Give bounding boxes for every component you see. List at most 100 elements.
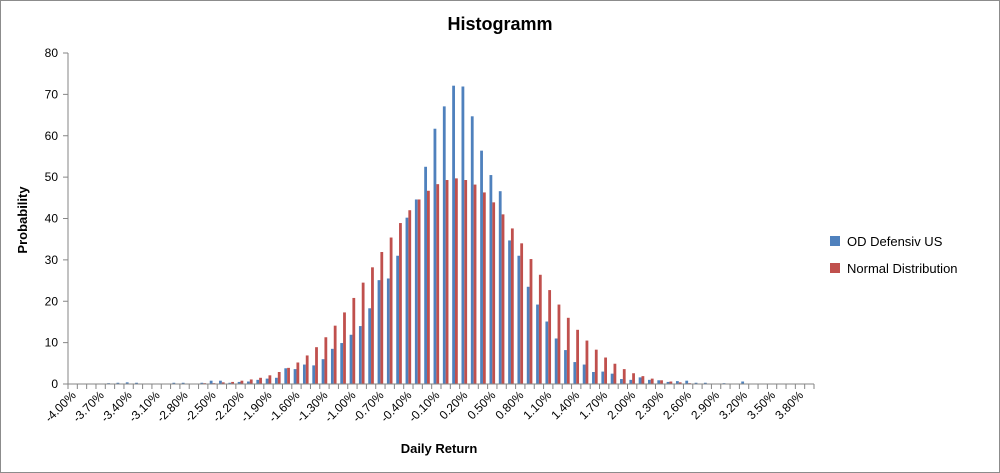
bar-normal-distribution-60 <box>632 373 635 384</box>
bar-od-defensiv-us-52 <box>554 338 558 384</box>
bar-od-defensiv-us-14 <box>200 382 204 384</box>
bar-normal-distribution-34 <box>389 237 393 384</box>
bar-normal-distribution-57 <box>604 357 607 384</box>
bar-od-defensiv-us-63 <box>657 380 661 384</box>
bar-od-defensiv-us-56 <box>592 372 595 384</box>
bar-od-defensiv-us-5 <box>116 382 120 384</box>
bar-normal-distribution-25 <box>305 355 309 384</box>
legend-label: Normal Distribution <box>847 261 958 276</box>
bar-od-defensiv-us-43 <box>470 116 474 385</box>
bar-od-defensiv-us-61 <box>638 377 642 384</box>
bar-normal-distribution-36 <box>408 210 412 384</box>
bar-od-defensiv-us-68 <box>703 382 707 384</box>
y-tick-label: 70 <box>45 87 59 101</box>
y-axis-ticks: 0 10 20 30 40 50 60 70 80 <box>45 46 68 391</box>
bar-od-defensiv-us-24 <box>293 369 297 384</box>
bar-od-defensiv-us-34 <box>386 278 390 384</box>
bar-od-defensiv-us-20 <box>256 379 260 384</box>
bar-normal-distribution-31 <box>361 282 365 384</box>
bar-od-defensiv-us-51 <box>545 321 549 384</box>
bar-normal-distribution-59 <box>622 369 626 384</box>
x-tick-label: 3.20% <box>716 388 750 422</box>
x-tick-label: 0.80% <box>492 388 526 422</box>
bar-normal-distribution-53 <box>566 317 570 384</box>
y-axis-label: Probability <box>15 186 30 254</box>
bar-od-defensiv-us-41 <box>452 85 455 384</box>
x-axis-ticks: -4.00%-3.70%-3.40%-3.10%-2.80%-2.50%-2.2… <box>42 384 815 425</box>
legend-swatch <box>830 236 840 246</box>
bar-normal-distribution-29 <box>343 312 346 384</box>
bar-od-defensiv-us-47 <box>508 240 511 384</box>
legend-label: OD Defensiv US <box>847 234 943 249</box>
bar-normal-distribution-39 <box>436 184 440 384</box>
bar-normal-distribution-62 <box>650 378 654 384</box>
bar-od-defensiv-us-7 <box>135 382 138 384</box>
bar-od-defensiv-us-46 <box>498 191 502 384</box>
bar-normal-distribution-19 <box>249 379 253 384</box>
x-tick-label: 3.80% <box>772 388 806 422</box>
bar-od-defensiv-us-65 <box>675 381 679 384</box>
bar-od-defensiv-us-62 <box>648 379 651 384</box>
bar-normal-distribution-35 <box>399 223 402 384</box>
x-tick-label: 2.00% <box>604 388 638 422</box>
bar-od-defensiv-us-38 <box>424 166 428 384</box>
bar-od-defensiv-us-22 <box>275 377 278 384</box>
bar-od-defensiv-us-40 <box>442 106 446 385</box>
bar-normal-distribution-21 <box>268 375 272 384</box>
bar-od-defensiv-us-36 <box>405 217 409 384</box>
bar-normal-distribution-51 <box>548 290 552 384</box>
bar-normal-distribution-45 <box>492 202 496 384</box>
x-tick-label: 0.20% <box>436 388 470 422</box>
bar-normal-distribution-44 <box>482 192 486 384</box>
bar-normal-distribution-20 <box>259 377 262 384</box>
y-tick-label: 0 <box>51 377 58 391</box>
x-axis-label: Daily Return <box>401 441 478 456</box>
x-tick-label: 2.90% <box>688 388 722 422</box>
bar-normal-distribution-37 <box>417 199 421 384</box>
bar-od-defensiv-us-32 <box>368 308 372 384</box>
bar-normal-distribution-22 <box>277 372 281 384</box>
bar-od-defensiv-us-30 <box>349 334 353 384</box>
x-tick-label: 3.50% <box>744 388 778 422</box>
bar-od-defensiv-us-27 <box>321 359 325 384</box>
bar-normal-distribution-48 <box>520 243 524 384</box>
bar-od-defensiv-us-55 <box>582 364 586 384</box>
y-tick-label: 20 <box>45 294 59 308</box>
bar-od-defensiv-us-58 <box>610 373 614 384</box>
bar-od-defensiv-us-29 <box>340 343 344 384</box>
y-tick-label: 80 <box>45 46 59 60</box>
bar-normal-distribution-63 <box>660 380 663 384</box>
bar-normal-distribution-58 <box>613 363 617 384</box>
bar-normal-distribution-23 <box>287 367 290 384</box>
bar-normal-distribution-18 <box>240 380 244 384</box>
bar-od-defensiv-us-42 <box>461 86 465 384</box>
bar-od-defensiv-us-54 <box>573 362 577 384</box>
y-tick-label: 40 <box>45 212 59 226</box>
bar-od-defensiv-us-64 <box>666 381 670 384</box>
bar-od-defensiv-us-72 <box>741 381 745 384</box>
bar-od-defensiv-us-17 <box>228 382 232 384</box>
bar-od-defensiv-us-26 <box>312 365 316 384</box>
bar-od-defensiv-us-45 <box>489 175 493 384</box>
bar-normal-distribution-56 <box>594 349 598 384</box>
bar-normal-distribution-64 <box>669 381 673 384</box>
bar-od-defensiv-us-25 <box>302 364 306 384</box>
x-tick-label: 1.70% <box>576 388 610 422</box>
bar-normal-distribution-26 <box>315 347 318 384</box>
y-tick-label: 10 <box>45 336 59 350</box>
bar-normal-distribution-46 <box>501 214 505 384</box>
bar-od-defensiv-us-18 <box>237 381 241 384</box>
bar-od-defensiv-us-37 <box>414 199 418 384</box>
bar-od-defensiv-us-6 <box>125 382 129 384</box>
bar-normal-distribution-41 <box>454 178 458 384</box>
bar-od-defensiv-us-50 <box>536 304 539 384</box>
bar-od-defensiv-us-49 <box>526 286 530 384</box>
bar-group <box>107 85 745 385</box>
bar-normal-distribution-42 <box>464 180 468 384</box>
bar-od-defensiv-us-35 <box>396 255 400 384</box>
bar-normal-distribution-24 <box>296 362 300 384</box>
x-tick-label: 0.50% <box>464 388 498 422</box>
x-tick-label: 1.10% <box>520 388 554 422</box>
